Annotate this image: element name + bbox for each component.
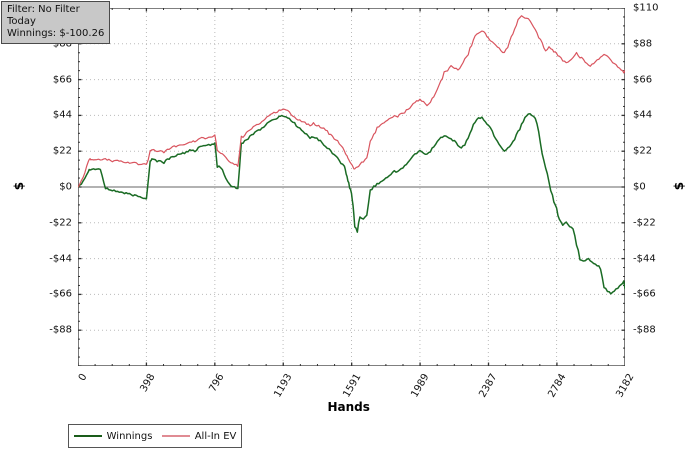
y-tick-left-5: -$22 — [49, 217, 72, 229]
y-tick-right-3: $44 — [633, 109, 653, 121]
y-tick-left-2: $44 — [52, 109, 72, 121]
legend-label-allin-ev: All-In EV — [194, 430, 237, 442]
x-tick-1: 398 — [138, 372, 158, 395]
chart-canvas — [78, 8, 625, 366]
y-tick-left-1: $66 — [52, 74, 72, 86]
series-line-winnings — [78, 112, 625, 295]
y-tick-right-9: -$88 — [633, 324, 656, 336]
legend-item-allin-ev: All-In EV — [161, 430, 237, 442]
y-tick-right-7: -$44 — [633, 253, 656, 265]
y-tick-right-5: $0 — [633, 181, 646, 193]
y-axis-title-left: $ — [12, 181, 26, 191]
y-tick-right-2: $66 — [633, 74, 653, 86]
filter-info-filter: Filter: No Filter — [7, 4, 80, 15]
chart-legend: Winnings All-In EV — [68, 424, 242, 448]
plot-area — [78, 8, 625, 366]
y-tick-right-4: $22 — [633, 145, 653, 157]
x-tick-0: 0 — [76, 372, 90, 384]
legend-item-winnings: Winnings — [73, 430, 153, 442]
y-axis-title-right: $ — [672, 181, 686, 191]
x-tick-2: 796 — [207, 372, 227, 395]
legend-swatch-allin-ev — [161, 435, 190, 437]
filter-info-winnings: Winnings: $-100.26 — [7, 28, 105, 39]
x-tick-7: 2784 — [545, 372, 569, 400]
x-tick-8: 3182 — [614, 372, 637, 400]
filter-info-box: Filter: No Filter Today Winnings: $-100.… — [1, 1, 111, 44]
y-tick-left-3: $22 — [52, 145, 72, 157]
y-tick-left-7: -$66 — [49, 288, 72, 300]
legend-label-winnings: Winnings — [106, 430, 153, 442]
legend-swatch-winnings — [73, 435, 102, 437]
series-line-all-in-ev — [78, 15, 625, 188]
y-tick-left-8: -$88 — [49, 324, 72, 336]
x-tick-5: 1989 — [409, 372, 432, 400]
x-tick-4: 1591 — [340, 372, 364, 400]
y-tick-right-1: $88 — [633, 38, 653, 50]
x-tick-3: 1193 — [272, 372, 295, 400]
x-tick-6: 2387 — [477, 372, 500, 400]
y-tick-left-4: $0 — [59, 181, 72, 193]
y-tick-left-6: -$44 — [49, 253, 72, 265]
x-axis-title: Hands — [327, 400, 370, 414]
y-tick-right-0: $110 — [633, 2, 659, 14]
filter-info-period: Today — [7, 16, 36, 27]
y-tick-right-6: -$22 — [633, 217, 656, 229]
y-tick-right-8: -$66 — [633, 288, 656, 300]
